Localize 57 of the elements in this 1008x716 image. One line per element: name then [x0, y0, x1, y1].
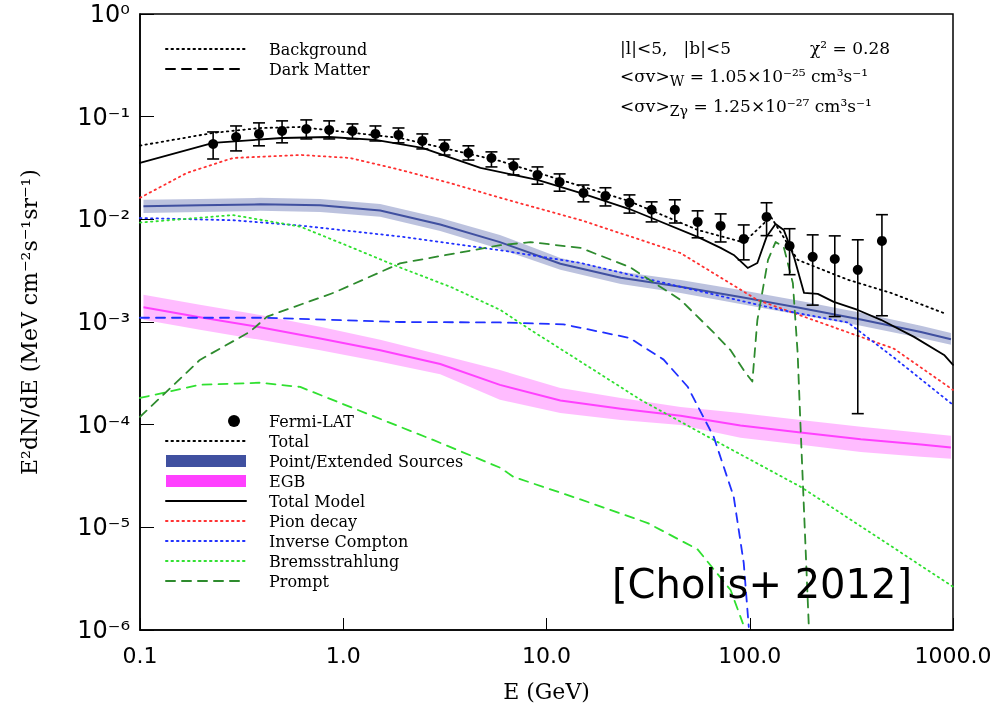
x-axis-title: E (GeV)	[503, 678, 590, 704]
y-tick-label: 10⁰	[89, 0, 130, 28]
annotation: <σv>$_{Zγ}$ = 1.25×10⁻²⁷ cm³s⁻¹	[620, 96, 872, 121]
point	[254, 128, 264, 139]
x-tick-label: 10.0	[522, 642, 571, 668]
annotation: |l|<5, |b|<5	[620, 38, 731, 59]
x-tick-label: 100.0	[718, 642, 782, 668]
y-tick-label: 10⁻¹	[77, 102, 130, 131]
point	[624, 197, 635, 208]
point	[669, 204, 680, 215]
legend-label: Total	[269, 431, 310, 451]
legend-label: Prompt	[269, 571, 330, 591]
point	[600, 190, 611, 201]
y-tick-label: 10⁻⁵	[77, 513, 130, 542]
point	[417, 135, 428, 146]
point	[807, 251, 818, 262]
legend-label: Fermi-LAT	[269, 411, 355, 431]
annotation: χ² = 0.28	[810, 38, 891, 59]
legend-label: Bremsstrahlung	[269, 551, 400, 571]
legend-label: EGB	[269, 471, 306, 491]
point	[301, 123, 312, 134]
point	[738, 233, 749, 244]
y-axis-title: E²dN/dE (MeV cm⁻²s⁻¹sr⁻¹)	[16, 169, 42, 475]
point	[554, 177, 565, 187]
annotation: <σv>$_{W}$ = 1.05×10⁻²⁵ cm³s⁻¹	[620, 66, 869, 91]
legend-label: Point/Extended Sources	[269, 451, 464, 471]
point	[208, 138, 219, 149]
y-tick-label: 10⁻⁶	[77, 616, 130, 644]
point	[876, 235, 887, 246]
point	[486, 152, 497, 163]
legend-label: Inverse Compton	[269, 531, 409, 551]
point	[231, 131, 242, 142]
point	[578, 187, 589, 198]
point	[324, 124, 335, 135]
point	[692, 216, 703, 227]
point	[439, 141, 450, 152]
point	[761, 211, 772, 222]
y-tick-label: 10⁻²	[77, 205, 130, 234]
point	[646, 204, 657, 215]
legend-label: Background	[269, 39, 368, 59]
point	[508, 160, 519, 171]
point	[715, 220, 726, 231]
x-tick-label: 1.0	[325, 642, 361, 668]
point	[829, 253, 840, 264]
point	[784, 240, 795, 251]
y-tick-label: 10⁻³	[77, 308, 130, 336]
x-tick-label: 0.1	[122, 642, 158, 668]
y-tick-label: 10⁻⁴	[77, 410, 130, 439]
legend-label: Total Model	[269, 491, 366, 511]
x-tick-label: 1000.0	[914, 642, 992, 668]
point	[347, 125, 358, 136]
point	[852, 264, 863, 275]
legend-label: Dark Matter	[269, 59, 371, 79]
point	[277, 125, 288, 136]
legend-label: Pion decay	[269, 511, 358, 531]
point	[393, 129, 404, 140]
point	[532, 169, 543, 180]
